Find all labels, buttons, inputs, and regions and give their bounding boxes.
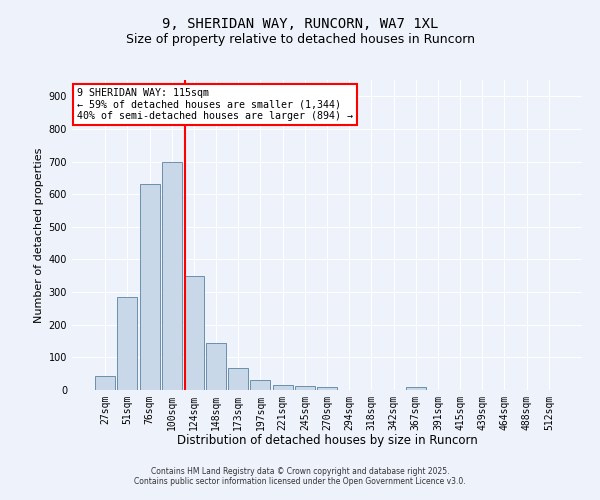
Bar <box>228 368 248 390</box>
Bar <box>95 376 115 390</box>
X-axis label: Distribution of detached houses by size in Runcorn: Distribution of detached houses by size … <box>176 434 478 448</box>
Bar <box>406 388 426 390</box>
Bar <box>272 385 293 390</box>
Text: Contains public sector information licensed under the Open Government Licence v3: Contains public sector information licen… <box>134 477 466 486</box>
Bar <box>295 386 315 390</box>
Bar <box>206 342 226 390</box>
Text: Size of property relative to detached houses in Runcorn: Size of property relative to detached ho… <box>125 32 475 46</box>
Bar <box>140 184 160 390</box>
Bar <box>184 276 204 390</box>
Text: 9 SHERIDAN WAY: 115sqm
← 59% of detached houses are smaller (1,344)
40% of semi-: 9 SHERIDAN WAY: 115sqm ← 59% of detached… <box>77 88 353 121</box>
Bar <box>250 380 271 390</box>
Bar <box>162 162 182 390</box>
Bar <box>317 386 337 390</box>
Y-axis label: Number of detached properties: Number of detached properties <box>34 148 44 322</box>
Bar <box>118 297 137 390</box>
Text: 9, SHERIDAN WAY, RUNCORN, WA7 1XL: 9, SHERIDAN WAY, RUNCORN, WA7 1XL <box>162 18 438 32</box>
Text: Contains HM Land Registry data © Crown copyright and database right 2025.: Contains HM Land Registry data © Crown c… <box>151 467 449 476</box>
